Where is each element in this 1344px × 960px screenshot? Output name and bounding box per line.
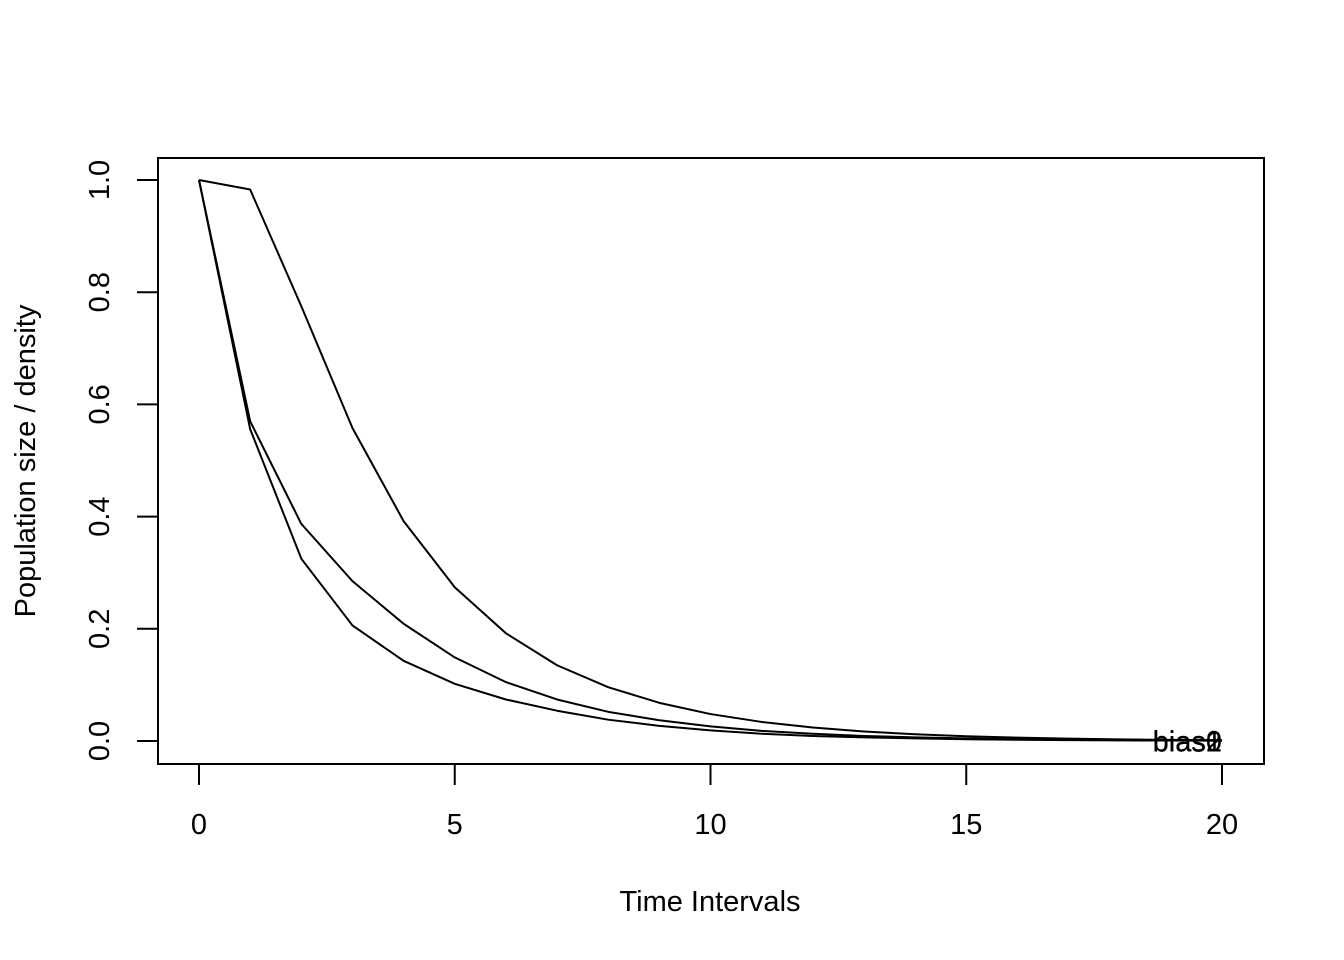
series-end-label: bias0 xyxy=(1153,726,1222,758)
y-tick-label: 0.6 xyxy=(84,384,116,424)
y-tick-label: 0.8 xyxy=(84,272,116,312)
series-group xyxy=(198,179,1223,742)
y-tick-label: 0.4 xyxy=(84,496,116,536)
series-end-label: bias2 xyxy=(1153,727,1222,759)
y-axis-title: Population size / density xyxy=(10,304,42,617)
x-tick-label: 0 xyxy=(191,809,207,841)
y-tick-label: 0.0 xyxy=(84,721,116,761)
x-tick-label: 20 xyxy=(1206,809,1238,841)
x-tick-label: 15 xyxy=(950,809,982,841)
plot-frame xyxy=(157,157,1265,765)
x-tick-label: 5 xyxy=(447,809,463,841)
series-line xyxy=(198,179,1223,742)
series-line xyxy=(198,179,1223,742)
y-tick-label: 0.2 xyxy=(84,609,116,649)
series-line xyxy=(198,179,1223,742)
y-axis: 0.0 0.2 0.4 0.6 0.8 1.0 xyxy=(84,160,159,761)
x-tick-label: 10 xyxy=(694,809,726,841)
x-axis-title: Time Intervals xyxy=(619,886,800,918)
x-axis: 0 5 10 15 20 xyxy=(191,763,1238,841)
series-end-label: bias1 xyxy=(1153,727,1222,759)
y-tick-label: 1.0 xyxy=(84,160,116,200)
